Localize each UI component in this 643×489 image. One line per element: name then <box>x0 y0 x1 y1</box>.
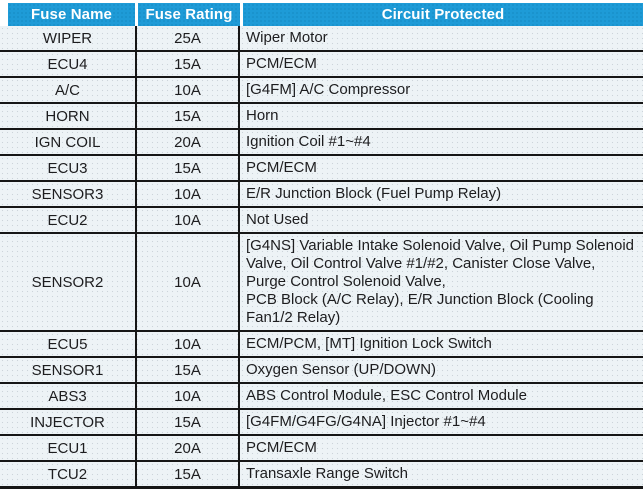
fuse-rating-cell: 20A <box>135 130 240 154</box>
circuit-protected-cell: [G4FM/G4FG/G4NA] Injector #1~#4 <box>246 413 486 430</box>
circuit-protected-cell: Not Used <box>246 211 309 228</box>
fuse-name-cell: ECU5 <box>47 335 88 353</box>
table-row: INJECTOR 15A [G4FM/G4FG/G4NA] Injector #… <box>0 410 643 436</box>
circuit-protected-cell: PCM/ECM <box>246 159 317 176</box>
fuse-rating-cell: 15A <box>135 410 240 434</box>
fuse-rating-cell: 15A <box>135 104 240 128</box>
fuse-rating-cell: 10A <box>135 234 240 330</box>
table-row: ECU4 15A PCM/ECM <box>0 52 643 78</box>
circuit-protected-cell: E/R Junction Block (Fuel Pump Relay) <box>246 185 502 202</box>
fuse-rating-cell: 10A <box>135 208 240 232</box>
fuse-name-cell: ECU2 <box>47 211 88 229</box>
table-row: ECU5 10A ECM/PCM, [MT] Ignition Lock Swi… <box>0 332 643 358</box>
fuse-rating-cell: 10A <box>135 78 240 102</box>
fuse-name-cell: SENSOR1 <box>31 361 104 379</box>
circuit-protected-cell: Horn <box>246 107 279 124</box>
fuse-name-cell: WIPER <box>42 29 93 47</box>
fuse-name-cell: HORN <box>45 107 90 125</box>
column-header-fuse-rating: Fuse Rating <box>138 3 240 26</box>
circuit-protected-cell: ECM/PCM, [MT] Ignition Lock Switch <box>246 335 492 352</box>
table-row: HORN 15A Horn <box>0 104 643 130</box>
fuse-rating-cell: 10A <box>135 332 240 356</box>
table-body: WIPER 25A Wiper Motor ECU4 15A PCM/ECM A… <box>0 26 643 489</box>
table-row: A/C 10A [G4FM] A/C Compressor <box>0 78 643 104</box>
table-row: IGN COIL 20A Ignition Coil #1~#4 <box>0 130 643 156</box>
fuse-name-cell: SENSOR2 <box>31 273 104 291</box>
table-header-row: Fuse Name Fuse Rating Circuit Protected <box>8 3 643 26</box>
fuse-name-cell: ECU4 <box>47 55 88 73</box>
fuse-name-cell: A/C <box>54 81 80 99</box>
table-row: SENSOR3 10A E/R Junction Block (Fuel Pum… <box>0 182 643 208</box>
column-header-fuse-name: Fuse Name <box>8 3 135 26</box>
circuit-protected-cell: Oxygen Sensor (UP/DOWN) <box>246 361 437 378</box>
fuse-rating-cell: 15A <box>135 358 240 382</box>
fuse-name-cell: SENSOR3 <box>31 185 104 203</box>
circuit-protected-cell: PCM/ECM <box>246 439 317 456</box>
circuit-protected-cell: [G4FM] A/C Compressor <box>246 81 411 98</box>
fuse-table-page: Fuse Name Fuse Rating Circuit Protected … <box>0 3 643 489</box>
fuse-name-cell: INJECTOR <box>30 413 105 431</box>
fuse-rating-cell: 15A <box>135 156 240 180</box>
table-row: ABS3 10A ABS Control Module, ESC Control… <box>0 384 643 410</box>
fuse-name-cell: TCU2 <box>47 465 88 483</box>
fuse-rating-cell: 10A <box>135 384 240 408</box>
table-row: ECU1 20A PCM/ECM <box>0 436 643 462</box>
circuit-protected-cell: Wiper Motor <box>246 29 328 46</box>
fuse-rating-cell: 25A <box>135 26 240 50</box>
table-row: WIPER 25A Wiper Motor <box>0 26 643 52</box>
fuse-name-cell: ECU1 <box>47 439 88 457</box>
fuse-name-cell: IGN COIL <box>34 133 101 151</box>
circuit-protected-cell: Ignition Coil #1~#4 <box>246 133 371 150</box>
fuse-rating-cell: 10A <box>135 182 240 206</box>
table-row: SENSOR1 15A Oxygen Sensor (UP/DOWN) <box>0 358 643 384</box>
table-row: ECU2 10A Not Used <box>0 208 643 234</box>
fuse-rating-cell: 20A <box>135 436 240 460</box>
circuit-protected-cell: [G4NS] Variable Intake Solenoid Valve, O… <box>246 237 634 326</box>
fuse-rating-cell: 15A <box>135 462 240 486</box>
table-row: TCU2 15A Transaxle Range Switch <box>0 462 643 489</box>
table-row: SENSOR2 10A [G4NS] Variable Intake Solen… <box>0 234 643 332</box>
circuit-protected-cell: ABS Control Module, ESC Control Module <box>246 387 527 404</box>
circuit-protected-cell: PCM/ECM <box>246 55 317 72</box>
fuse-name-cell: ABS3 <box>48 387 87 405</box>
table-row: ECU3 15A PCM/ECM <box>0 156 643 182</box>
column-header-circuit-protected: Circuit Protected <box>243 3 643 26</box>
fuse-rating-cell: 15A <box>135 52 240 76</box>
fuse-name-cell: ECU3 <box>47 159 88 177</box>
circuit-protected-cell: Transaxle Range Switch <box>246 465 409 482</box>
